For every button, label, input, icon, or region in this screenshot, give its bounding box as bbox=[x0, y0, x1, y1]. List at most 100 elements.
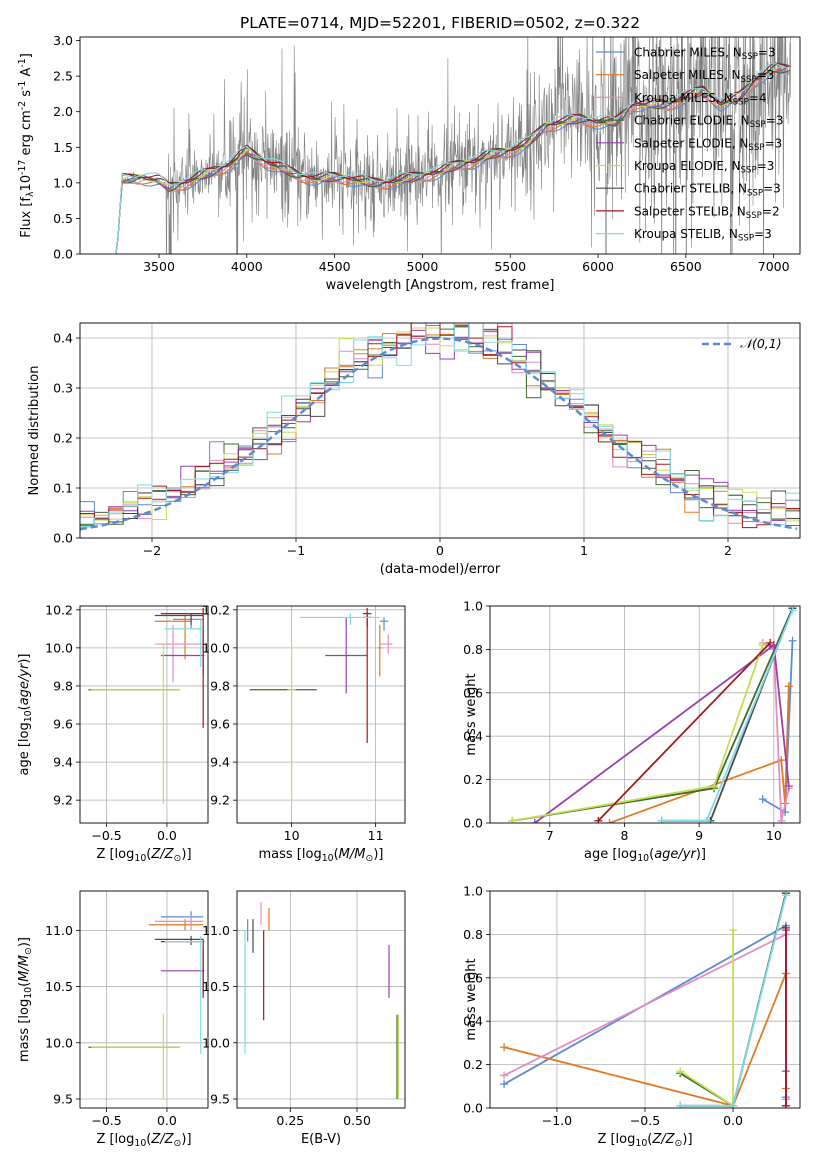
weight-marker bbox=[766, 638, 775, 647]
errorbar-point-salpeter_stelib bbox=[363, 607, 372, 744]
axes-frame bbox=[79, 890, 209, 1109]
weight-marker bbox=[500, 1080, 509, 1089]
weight-marker bbox=[508, 816, 517, 823]
x-axis-label: (data-model)/error bbox=[380, 562, 501, 577]
x-tick-label: 4000 bbox=[231, 259, 263, 274]
x-tick-label: −0.5 bbox=[91, 828, 121, 843]
y-tick-label: 0.2 bbox=[463, 1057, 483, 1072]
y-axis-label: mass weight bbox=[464, 958, 479, 1040]
errorbar-point-kroupa_stelib bbox=[164, 935, 204, 1055]
residual-histogram-kroupa_elodie bbox=[80, 327, 800, 522]
legend-label-salpeter_stelib: Salpeter STELIB, NSSP=2 bbox=[634, 204, 780, 221]
plot-area-mass_vs_Z bbox=[80, 891, 208, 1108]
y-tick-label: 9.4 bbox=[53, 755, 73, 770]
x-tick-label: −2 bbox=[143, 543, 161, 558]
y-tick-label: 9.2 bbox=[53, 793, 73, 808]
weight-marker bbox=[758, 795, 767, 804]
legend-label-kroupa_elodie: Kroupa ELODIE, NSSP=3 bbox=[634, 159, 774, 176]
x-tick-label: 10 bbox=[766, 828, 782, 843]
weight-marker bbox=[676, 1067, 685, 1076]
legend-label-salpeter_elodie: Salpeter ELODIE, NSSP=3 bbox=[634, 136, 782, 153]
weight-series-kroupa_elodie bbox=[508, 641, 767, 823]
axes-frame bbox=[79, 322, 801, 539]
x-tick-label: 4500 bbox=[319, 259, 351, 274]
weight-line bbox=[597, 642, 771, 822]
errorbar-point-salpeter_elodie bbox=[325, 617, 368, 694]
errorbar-point-kroupa_elodie bbox=[90, 644, 181, 804]
legend-label-kroupa_stelib: Kroupa STELIB, NSSP=3 bbox=[634, 227, 772, 244]
errorbar-point-salpeter_miles bbox=[378, 625, 382, 677]
observed-spectrum bbox=[118, 37, 791, 254]
x-tick-label: 0.0 bbox=[157, 1113, 177, 1128]
panel-mass_weight_vs_age: 7 8 9 10 0.0 0.2 0.4 0.6 0.8 1.0 age [log10(age/yr… bbox=[463, 599, 801, 864]
y-tick-label: 11.0 bbox=[45, 923, 73, 938]
x-tick-label: 5000 bbox=[407, 259, 439, 274]
weight-series-salpeter_stelib bbox=[594, 638, 775, 823]
y-tick-label: 1.0 bbox=[53, 175, 73, 190]
y-tick-label: 2.0 bbox=[53, 104, 73, 119]
y-tick-label: 0.0 bbox=[463, 816, 483, 831]
weight-marker bbox=[784, 782, 793, 791]
y-tick-label: 10.0 bbox=[202, 640, 230, 655]
weight-series-kroupa_stelib bbox=[676, 891, 790, 1108]
legend: 𝒩(0,1) bbox=[702, 336, 782, 351]
x-tick-label: 0.0 bbox=[723, 1113, 743, 1128]
y-tick-label: 0.8 bbox=[463, 927, 483, 942]
legend: Chabrier MILES, NSSP=3 Salpeter MILES, NS… bbox=[596, 46, 783, 244]
y-tick-label: 9.8 bbox=[210, 678, 230, 693]
weight-marker bbox=[710, 782, 719, 791]
weight-marker bbox=[788, 636, 797, 645]
model-spectrum-kroupa_stelib bbox=[115, 62, 791, 254]
y-tick-label: 9.4 bbox=[210, 755, 230, 770]
y-tick-label: 9.2 bbox=[210, 793, 230, 808]
x-tick-label: 7000 bbox=[758, 259, 790, 274]
y-tick-label: 2.5 bbox=[53, 69, 73, 84]
panel-mass_vs_Z: −0.5 0.0 9.5 10.0 10.5 11.0 Z [log10(Z/Z⊙)] mas… bbox=[17, 890, 209, 1149]
legend-label-chabrier_stelib: Chabrier STELIB, NSSP=3 bbox=[634, 182, 781, 199]
legend-label-salpeter_miles: Salpeter MILES, NSSP=3 bbox=[634, 68, 774, 85]
y-tick-label: 0.4 bbox=[463, 729, 483, 744]
y-tick-label: 0.4 bbox=[463, 1014, 483, 1029]
errorbar-point-kroupa_elodie bbox=[287, 644, 296, 804]
plot-area-residuals bbox=[80, 323, 800, 538]
y-tick-label: 1.0 bbox=[463, 884, 483, 899]
y-tick-label: 0.4 bbox=[53, 331, 73, 346]
plot-area-mass_vs_ebv bbox=[237, 891, 405, 1108]
x-tick-label: 5500 bbox=[494, 259, 526, 274]
panel-age_vs_Z: −0.5 0.0 9.2 9.4 9.6 9.8 10.0 10.2 Z [log10(Z/Z⊙… bbox=[17, 602, 209, 864]
weight-marker bbox=[657, 816, 666, 823]
weight-marker bbox=[784, 682, 793, 691]
weight-marker bbox=[530, 819, 539, 823]
weight-marker bbox=[500, 1071, 509, 1080]
weight-marker bbox=[702, 816, 711, 823]
axes-frame bbox=[489, 605, 801, 824]
x-axis-label: E(B-V) bbox=[301, 1132, 341, 1147]
x-tick-label: 8 bbox=[620, 828, 628, 843]
errorbar-point-chabrier_miles bbox=[379, 617, 389, 631]
errorbar-point-salpeter_miles bbox=[154, 615, 192, 660]
y-tick-label: 10.0 bbox=[45, 640, 73, 655]
y-axis-label: mass weight bbox=[464, 673, 479, 755]
y-tick-label: 0.0 bbox=[53, 247, 73, 262]
weight-marker bbox=[781, 891, 790, 900]
x-tick-label: 2 bbox=[724, 543, 732, 558]
legend-label-chabrier_miles: Chabrier MILES, NSSP=3 bbox=[634, 46, 776, 63]
y-tick-label: 9.8 bbox=[53, 678, 73, 693]
plot-area-age_vs_mass bbox=[237, 606, 405, 823]
weight-marker bbox=[729, 926, 738, 935]
y-tick-label: 9.5 bbox=[210, 1092, 230, 1107]
x-axis-label: Z [log10(Z/Z⊙)] bbox=[96, 847, 191, 864]
y-axis-label: Normed distribution bbox=[27, 366, 42, 496]
axes-frame bbox=[236, 890, 406, 1109]
x-tick-label: 0.50 bbox=[343, 1113, 371, 1128]
weight-line bbox=[762, 642, 790, 822]
y-tick-label: 9.6 bbox=[53, 717, 73, 732]
y-tick-label: 1.0 bbox=[463, 599, 483, 614]
plot-area-mass_weight_vs_age bbox=[490, 606, 800, 823]
errorbar-point-chabrier_stelib bbox=[154, 935, 204, 945]
y-tick-label: 0.3 bbox=[53, 381, 73, 396]
y-tick-label: 9.5 bbox=[53, 1092, 73, 1107]
model-spectrum-salpeter_stelib bbox=[115, 62, 791, 254]
x-tick-label: 6500 bbox=[670, 259, 702, 274]
